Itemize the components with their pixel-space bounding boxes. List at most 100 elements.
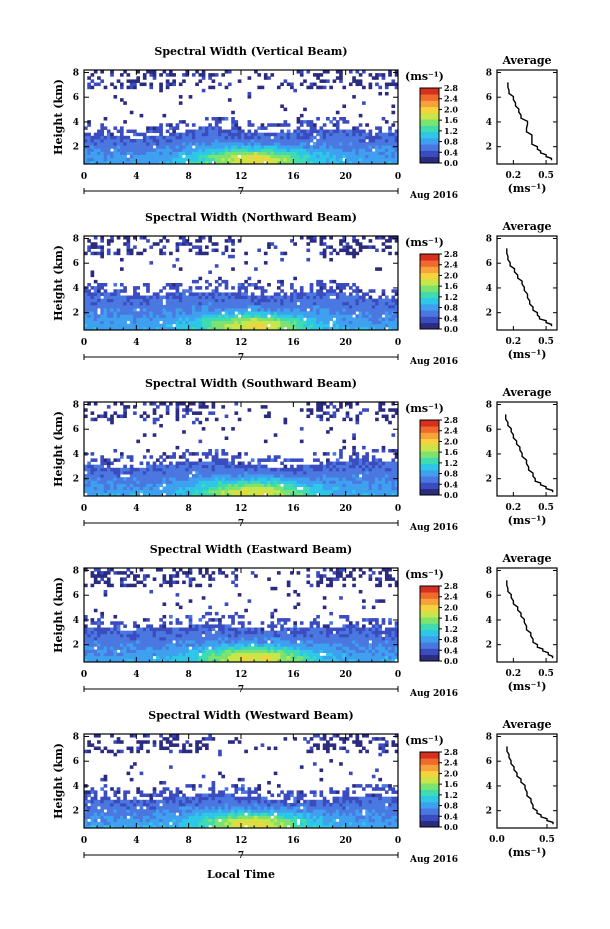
heatmap-cell [391, 326, 396, 331]
heatmap-cell [133, 314, 137, 318]
heatmap-cell [97, 292, 101, 296]
heatmap-cell [267, 414, 271, 419]
heatmap-cell [169, 621, 173, 625]
heatmap-cell [110, 314, 114, 318]
heatmap-cell [93, 480, 98, 484]
heatmap-cell [352, 154, 356, 159]
heatmap-cell [106, 658, 111, 663]
heatmap-cell [342, 461, 347, 466]
heatmap-cell [316, 295, 320, 300]
heatmap-cell [244, 138, 248, 143]
colorbar-tick-label: 2.8 [444, 249, 458, 259]
heatmap-cell [90, 640, 95, 644]
heatmap-cell [371, 145, 376, 149]
heatmap-cell [195, 624, 199, 628]
heatmap-cell [201, 643, 206, 647]
heatmap-cell [152, 135, 157, 140]
heatmap-cell [218, 636, 222, 641]
heatmap-cell [133, 320, 137, 325]
heatmap-cell [247, 145, 252, 149]
heatmap-cell [283, 142, 288, 146]
heatmap-cell [84, 624, 88, 628]
heatmap-cell [185, 489, 190, 494]
heatmap-cell [263, 477, 268, 481]
heatmap-cell [162, 138, 167, 143]
heatmap-cell [162, 489, 167, 494]
heatmap-cell [142, 636, 147, 641]
colorbar-frame [419, 87, 440, 164]
heatmap-cell [169, 283, 173, 287]
heatmap-cell [303, 486, 307, 491]
heatmap-cell [169, 145, 173, 149]
heatmap-cell [267, 298, 271, 303]
heatmap-cell [231, 308, 235, 312]
heatmap-cell [293, 480, 297, 484]
heatmap-cell [221, 151, 226, 155]
heatmap-cell [273, 298, 278, 303]
heatmap-cell [149, 157, 154, 162]
heatmap-cell [290, 157, 294, 162]
heatmap-cell [312, 317, 317, 321]
heatmap-cell [93, 236, 98, 240]
heatmap-cell [106, 145, 111, 149]
heatmap-cell [169, 323, 173, 328]
heatmap-cell [299, 470, 304, 475]
heatmap-cell [87, 643, 91, 647]
heatmap-cell [237, 142, 242, 146]
heatmap-cell [136, 298, 140, 303]
heatmap-cell [205, 135, 209, 140]
heatmap-cell [103, 474, 108, 478]
heatmap-cell [119, 85, 124, 90]
heatmap-cell [241, 317, 245, 321]
heatmap-cell [322, 295, 327, 300]
heatmap-cell [149, 474, 154, 478]
heatmap-cell [254, 314, 258, 318]
heatmap-cell [178, 480, 183, 484]
heatmap-cell [375, 304, 379, 309]
heatmap-cell [106, 308, 111, 312]
heatmap-cell [221, 292, 226, 296]
heatmap-cell [273, 308, 278, 312]
heatmap-cell [110, 239, 114, 243]
heatmap-cell [316, 474, 320, 478]
heatmap-cell [339, 295, 343, 300]
heatmap-cell [116, 323, 121, 328]
heatmap-cell [309, 480, 314, 484]
heatmap-cell [329, 486, 333, 491]
heatmap-cell [371, 458, 376, 462]
heatmap-cell [146, 649, 150, 653]
heatmap-cell [355, 489, 360, 494]
heatmap-cell [378, 320, 383, 325]
heatmap-cell [227, 70, 232, 74]
date-marker: 7 [238, 187, 244, 197]
heatmap-cell [352, 445, 356, 450]
heatmap-cell [345, 157, 350, 162]
heatmap-cell [165, 85, 170, 90]
heatmap-cell [342, 417, 347, 422]
heatmap-cell [162, 314, 167, 318]
heatmap-cell [247, 295, 252, 300]
heatmap-cell [290, 301, 294, 306]
heatmap-cell [244, 160, 248, 165]
heatmap-cell [136, 646, 140, 650]
heatmap-cell [84, 317, 88, 321]
heatmap-cell [90, 270, 95, 274]
heatmap-cell [214, 480, 219, 484]
heatmap-cell [303, 157, 307, 162]
heatmap-cell [280, 480, 284, 484]
heatmap-cell [188, 157, 193, 162]
heatmap-cell [162, 326, 167, 331]
heatmap-cell [110, 633, 114, 638]
colorbar-swatch [420, 463, 439, 471]
heatmap-cell [348, 474, 353, 478]
heatmap-cell [270, 160, 275, 165]
heatmap-cell [303, 483, 307, 487]
average-y-tick-label: 4 [486, 118, 492, 128]
heatmap-cell [169, 326, 173, 331]
heatmap-cell [123, 70, 127, 74]
heatmap-cell [182, 571, 186, 575]
heatmap-cell [224, 436, 229, 440]
heatmap-cell [283, 477, 288, 481]
heatmap-cell [175, 308, 180, 312]
heatmap-cell [254, 304, 258, 309]
